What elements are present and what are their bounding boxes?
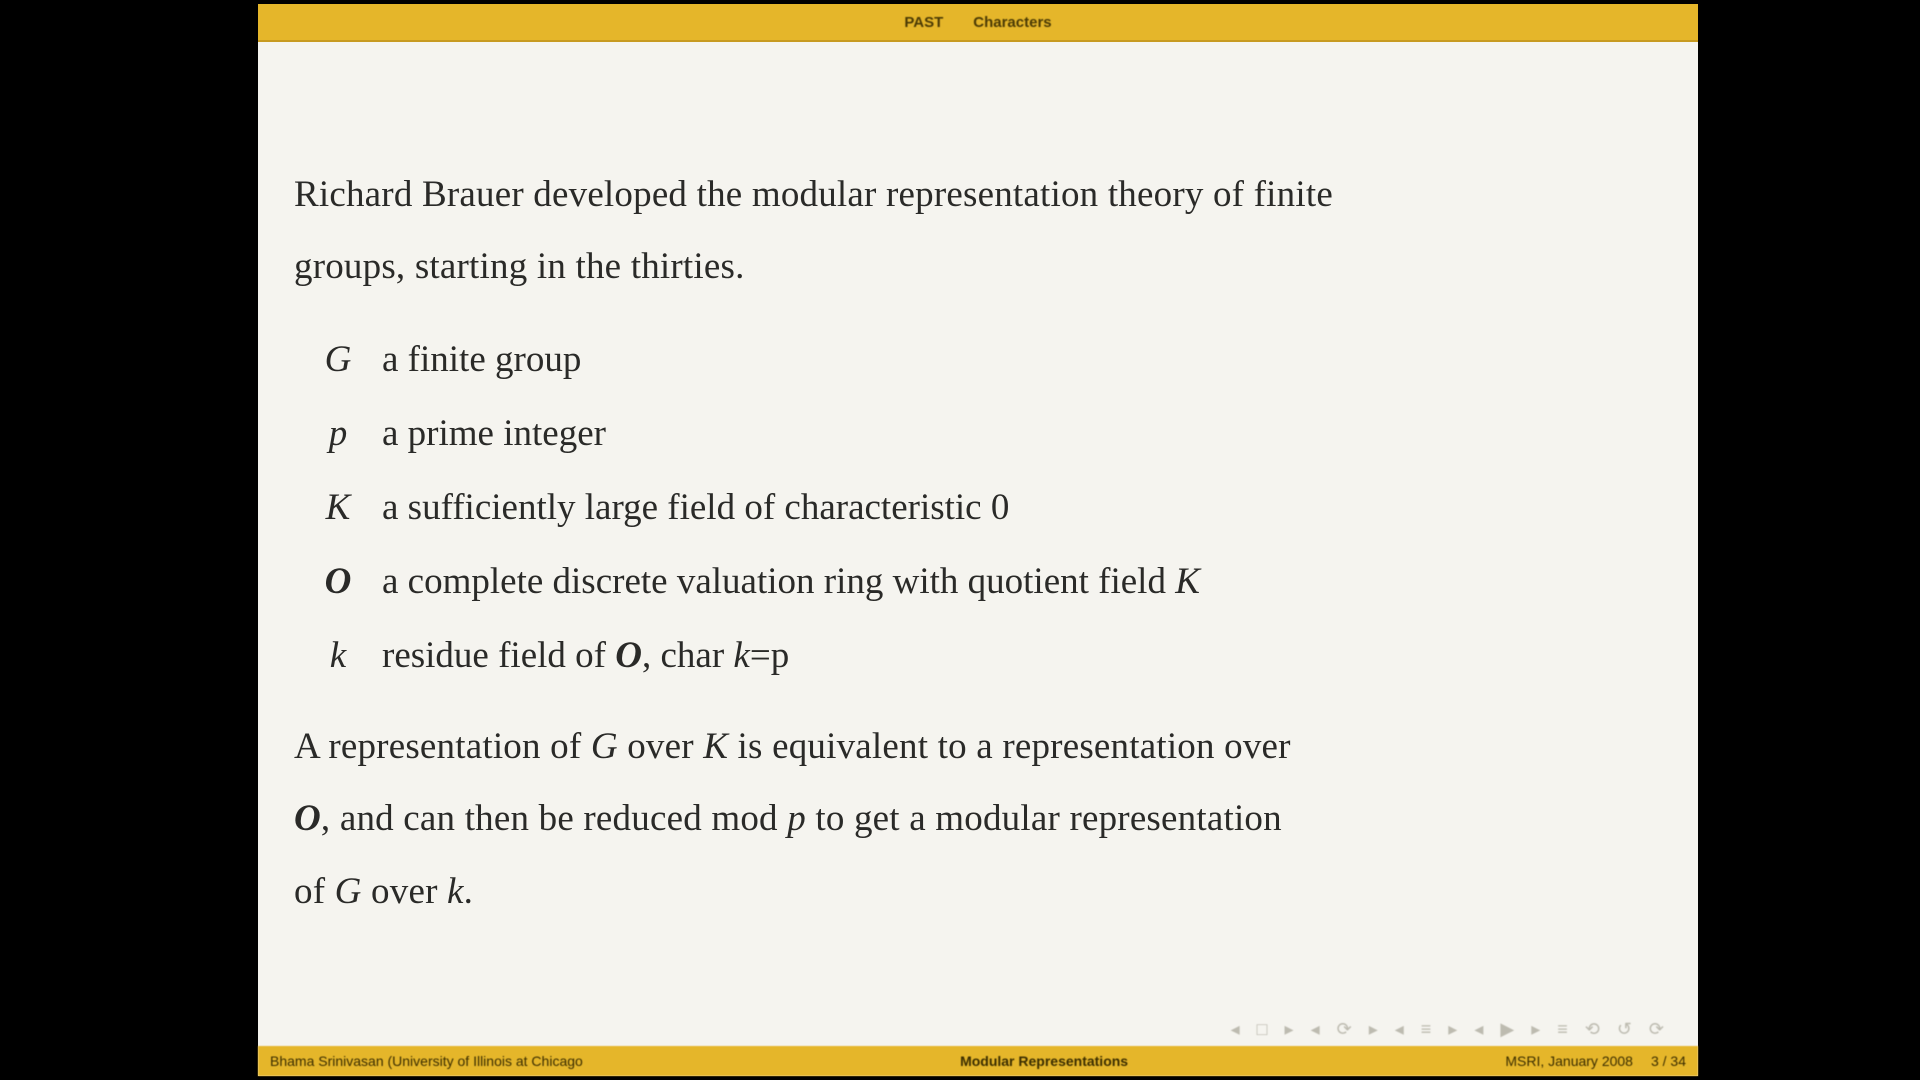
- def-desc-O-a: a complete discrete valuation ring with …: [382, 561, 1175, 602]
- footer-venue: MSRI, January 2008: [1505, 1053, 1633, 1069]
- footer-bar: Bhama Srinivasan (University of Illinois…: [258, 1046, 1698, 1076]
- def-row-K: K a sufficiently large field of characte…: [294, 471, 1662, 545]
- def-sym-k: k: [294, 619, 382, 693]
- def-desc-O: a complete discrete valuation ring with …: [382, 545, 1662, 619]
- out-a1: A representation of: [294, 726, 591, 767]
- def-row-p: p a prime integer: [294, 397, 1662, 471]
- intro-paragraph: Richard Brauer developed the modular rep…: [294, 159, 1662, 303]
- footer-right: MSRI, January 2008 3 / 34: [1505, 1053, 1686, 1069]
- def-sym-G: G: [294, 323, 382, 397]
- beamer-nav-icons[interactable]: ◂ □ ▸ ◂ ⟳ ▸ ◂ ≡ ▸ ◂ ▶ ▸ ≡ ⟲ ↺ ⟳: [1231, 1019, 1670, 1040]
- def-sym-p: p: [294, 397, 382, 471]
- intro-line-1: Richard Brauer developed the modular rep…: [294, 174, 1333, 215]
- out-c2: G: [335, 871, 362, 912]
- def-desc-k: residue field of O, char k=p: [382, 619, 1662, 693]
- out-b1: O: [294, 798, 321, 839]
- def-sym-O: O: [294, 545, 382, 619]
- out-b3: p: [787, 798, 806, 839]
- out-b4: to get a modular representation: [806, 798, 1282, 839]
- header-bar: PAST Characters: [258, 4, 1698, 42]
- footer-author: Bhama Srinivasan (University of Illinois…: [270, 1053, 583, 1069]
- def-row-G: G a finite group: [294, 323, 1662, 397]
- slide: PAST Characters Richard Brauer developed…: [258, 4, 1698, 1076]
- def-desc-k-O: O: [615, 635, 642, 676]
- intro-line-2: groups, starting in the thirties.: [294, 246, 745, 287]
- out-a3: over: [618, 726, 703, 767]
- def-desc-k-d: k: [733, 635, 749, 676]
- def-row-O: O a complete discrete valuation ring wit…: [294, 545, 1662, 619]
- def-desc-k-e: =p: [750, 635, 789, 676]
- stage: PAST Characters Richard Brauer developed…: [0, 0, 1920, 1080]
- def-desc-k-c: , char: [642, 635, 733, 676]
- out-c5: .: [464, 871, 473, 912]
- out-c3: over: [362, 871, 447, 912]
- out-b2: , and can then be reduced mod: [321, 798, 787, 839]
- footer-page: 3 / 34: [1651, 1053, 1686, 1069]
- slide-content: Richard Brauer developed the modular rep…: [294, 159, 1662, 948]
- out-c4: k: [447, 871, 464, 912]
- def-row-k: k residue field of O, char k=p: [294, 619, 1662, 693]
- footer-title: Modular Representations: [960, 1053, 1128, 1069]
- out-a4: K: [703, 726, 728, 767]
- header-tab-past[interactable]: PAST: [904, 14, 943, 31]
- out-a5: is equivalent to a representation over: [728, 726, 1291, 767]
- def-sym-K: K: [294, 471, 382, 545]
- out-a2: G: [591, 726, 618, 767]
- def-desc-O-K: K: [1175, 561, 1200, 602]
- closing-paragraph: A representation of G over K is equivale…: [294, 711, 1662, 927]
- def-desc-G: a finite group: [382, 323, 1662, 397]
- definitions-list: G a finite group p a prime integer K a s…: [294, 323, 1662, 693]
- out-c1: of: [294, 871, 335, 912]
- def-desc-K: a sufficiently large field of characteri…: [382, 471, 1662, 545]
- def-desc-p: a prime integer: [382, 397, 1662, 471]
- header-tab-characters[interactable]: Characters: [973, 14, 1051, 31]
- def-desc-k-a: residue field of: [382, 635, 615, 676]
